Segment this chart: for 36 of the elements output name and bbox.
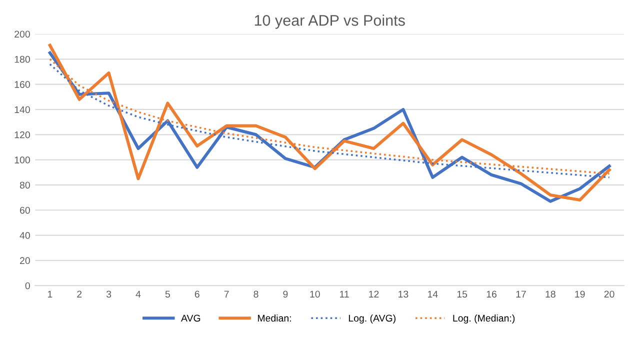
chart-title: 10 year ADP vs Points (254, 14, 405, 29)
x-tick-label: 14 (428, 290, 438, 298)
x-tick-label: 15 (457, 290, 468, 298)
legend-label: Log. (Median:) (453, 314, 515, 324)
x-tick-label: 11 (340, 290, 349, 298)
x-tick-label: 13 (398, 290, 408, 298)
y-tick-label: 200 (14, 30, 30, 38)
x-tick-label: 7 (224, 290, 229, 298)
x-tick-label: 18 (546, 290, 556, 298)
y-tick-label: 40 (20, 232, 30, 239)
legend-label: Log. (AVG) (348, 314, 396, 324)
x-tick-label: 10 (310, 290, 320, 298)
y-tick-label: 120 (14, 131, 30, 138)
x-tick-label: 12 (369, 290, 379, 298)
x-tick-label: 9 (283, 290, 288, 298)
y-tick-label: 80 (20, 182, 30, 189)
x-tick-label: 6 (194, 290, 200, 298)
x-tick-label: 4 (136, 290, 141, 298)
y-tick-label: 100 (14, 156, 30, 164)
y-tick-label: 180 (14, 56, 30, 63)
x-tick-label: 5 (165, 290, 170, 298)
y-tick-label: 60 (20, 206, 30, 214)
legend-label: AVG (181, 314, 200, 322)
y-tick-label: 0 (25, 282, 30, 290)
y-tick-label: 160 (14, 81, 30, 88)
x-tick-label: 1 (48, 290, 52, 298)
x-tick-label: 3 (106, 290, 112, 298)
x-tick-label: 20 (604, 290, 614, 298)
y-tick-label: 20 (20, 257, 30, 264)
x-tick-label: 8 (254, 290, 258, 298)
legend-label: Median: (258, 314, 291, 322)
x-tick-label: 17 (516, 290, 526, 298)
y-tick-label: 140 (14, 106, 30, 114)
x-tick-label: 2 (77, 290, 82, 298)
x-tick-label: 16 (486, 290, 496, 298)
x-tick-label: 19 (575, 290, 585, 298)
